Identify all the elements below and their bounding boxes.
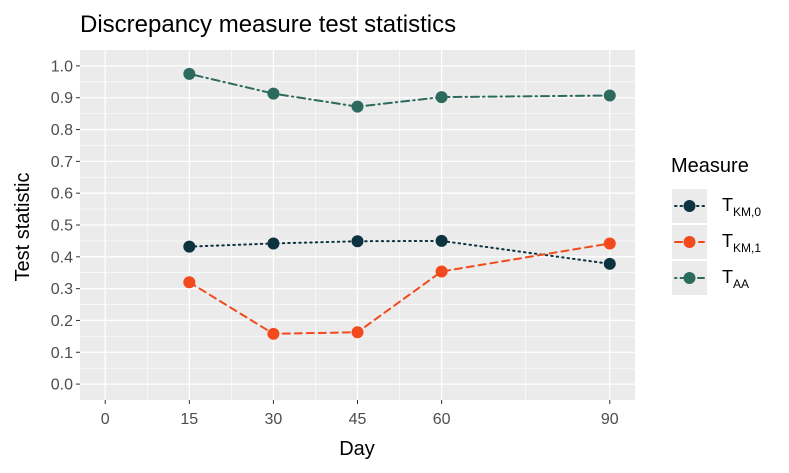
legend-item: TKM,0 — [672, 189, 761, 223]
y-tick-label: 0.3 — [51, 281, 73, 298]
y-tick-label: 0.8 — [51, 122, 73, 139]
legend-label-main: T — [722, 231, 733, 251]
x-tick-label: 45 — [349, 411, 367, 428]
y-tick-label: 0.5 — [51, 218, 73, 235]
data-point — [435, 91, 448, 104]
y-tick-label: 1.0 — [51, 58, 73, 75]
legend-title: Measure — [671, 155, 749, 177]
x-tick-label: 90 — [601, 411, 619, 428]
x-tick-label: 60 — [433, 411, 451, 428]
legend-key-marker — [683, 236, 696, 248]
data-point — [183, 67, 196, 80]
legend-label: TAA — [722, 267, 749, 291]
series-aa — [183, 67, 616, 113]
legend-label: TKM,0 — [722, 195, 761, 219]
x-axis-title: Day — [339, 438, 375, 460]
y-tick-label: 0.2 — [51, 313, 73, 330]
data-point — [267, 237, 280, 250]
x-tick-label: 30 — [265, 411, 283, 428]
series-km-0 — [183, 234, 616, 270]
y-tick-label: 0.7 — [51, 154, 73, 171]
legend-label-main: T — [722, 195, 733, 215]
series-km-1 — [183, 237, 616, 340]
data-point — [267, 87, 280, 100]
y-axis-title: Test statistic — [12, 173, 34, 282]
data-point — [603, 89, 616, 102]
legend-label-subscript: AA — [733, 277, 749, 291]
legend-key-marker — [683, 272, 696, 284]
data-point — [351, 326, 364, 339]
series-line — [188, 239, 611, 265]
legend-item: TAA — [672, 261, 749, 295]
data-point — [435, 265, 448, 278]
gridlines — [80, 50, 635, 400]
y-tick-label: 0.0 — [51, 377, 73, 394]
data-point — [351, 100, 364, 113]
data-point — [351, 235, 364, 248]
legend-key-marker — [683, 200, 696, 212]
legend-label: TKM,1 — [722, 231, 761, 255]
y-tick-label: 0.4 — [51, 249, 73, 266]
legend-label-subscript: KM,0 — [733, 205, 761, 219]
y-tick-label: 0.6 — [51, 186, 73, 203]
x-tick-label: 0 — [101, 411, 110, 428]
y-tick-label: 0.1 — [51, 345, 73, 362]
y-tick-label: 0.9 — [51, 90, 73, 107]
data-point — [183, 276, 196, 289]
axes: 0.0 0.1 0.2 0.3 0.4 0.5 0.6 0.7 0.8 0.9 1.0 0 15 30 45… — [51, 58, 619, 428]
data-series — [183, 67, 616, 340]
legend-item: TKM,1 — [672, 225, 761, 259]
chart-title: Discrepancy measure test statistics — [80, 11, 456, 38]
data-point — [435, 234, 448, 247]
data-point — [267, 327, 280, 340]
legend-label-subscript: KM,1 — [733, 241, 761, 255]
x-tick-label: 15 — [180, 411, 198, 428]
legend-label-main: T — [722, 267, 733, 287]
data-point — [603, 237, 616, 250]
data-point — [183, 240, 196, 253]
data-point — [603, 257, 616, 270]
